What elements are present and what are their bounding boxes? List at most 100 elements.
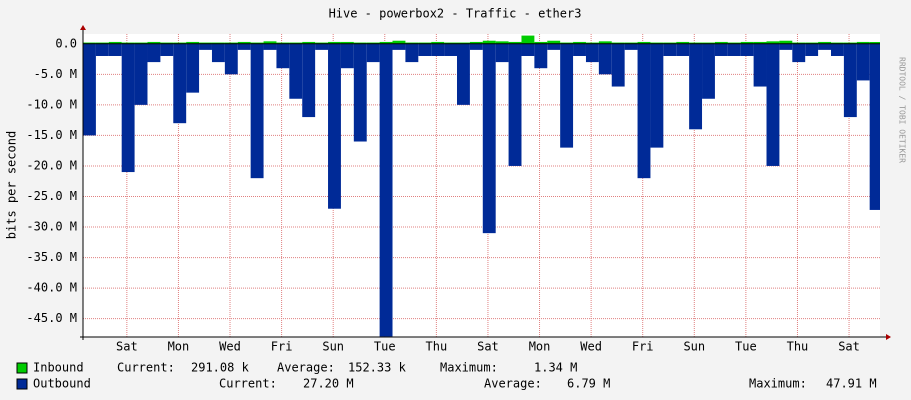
area-step [573,43,586,56]
area-step [315,42,329,44]
axis-arrow [886,334,891,340]
area-step [121,42,135,44]
area-step [624,42,638,44]
area-step [456,43,470,105]
area-step [392,43,406,50]
area-step [160,43,174,56]
area-step [147,41,161,44]
area-step [276,42,290,44]
y-tick-label: -15.0 M [26,128,77,142]
area-step [302,43,316,118]
area-step [753,41,767,44]
area-step [134,42,148,44]
area-step [547,43,561,50]
watermark: RRDTOOL / TOBI OETIKER [898,57,907,163]
area-step [843,42,857,44]
area-step [727,42,741,44]
area-step [353,43,367,142]
legend-stat-label: Maximum: [440,361,498,375]
legend-label: Inbound [33,361,84,375]
area-step [482,40,496,44]
x-tick-label: Fri [632,340,654,354]
area-step [585,42,599,44]
x-tick-label: Wed [219,340,241,354]
area-step [792,43,806,63]
area-step [199,42,212,44]
area-step [147,43,161,63]
area-step [315,43,329,50]
area-step [392,40,406,44]
legend-stat-value: 27.20 M [303,377,354,391]
area-step [289,43,303,99]
legend-swatch [16,378,28,390]
x-tick-label: Tue [735,340,757,354]
area-step [534,41,548,44]
area-step [805,43,819,56]
area-step [663,42,677,44]
area-step [444,42,457,44]
area-step [624,43,638,50]
area-step [598,43,612,75]
y-tick-label: -10.0 M [26,97,77,111]
area-step [766,43,780,166]
area-step [676,41,690,44]
legend-swatch [16,362,28,374]
area-step [263,43,277,50]
area-step [328,43,341,209]
area-step [134,43,148,105]
y-tick-label: -20.0 M [26,158,77,172]
area-step [869,42,880,44]
area-step [224,42,238,44]
area-step [340,41,354,44]
area-step [818,41,831,44]
area-step [560,43,574,148]
area-step [830,42,844,44]
area-step [224,43,238,75]
area-step [482,43,496,234]
area-step [83,43,96,136]
legend-stat-value: 1.34 M [534,361,577,375]
area-step [663,43,677,56]
area-step [714,41,728,44]
area-step [585,43,599,63]
area-step [199,43,212,50]
area-step [289,42,303,44]
area-step [702,42,715,44]
area-step [508,41,522,44]
x-tick-label: Sun [322,340,344,354]
area-step [237,43,251,50]
area-step [379,41,393,44]
area-step [469,41,483,44]
legend-stat-label: Average: [484,377,542,391]
x-tick-label: Mon [529,340,551,354]
y-tick-label: -30.0 M [26,220,77,234]
x-tick-label: Tue [374,340,396,354]
area-step [186,41,200,44]
area-step [830,43,844,56]
area-step [637,43,651,179]
area-step [95,43,109,56]
y-tick-label: -5.0 M [34,67,77,81]
legend-stat-label: Current: [219,377,277,391]
area-step [418,42,432,44]
area-step [740,41,754,44]
area-step [560,42,574,44]
area-step [366,42,380,44]
y-tick-label: -35.0 M [26,250,77,264]
area-step [727,43,741,56]
area-step [598,41,612,44]
area-step [302,41,316,44]
x-tick-label: Fri [271,340,293,354]
area-step [108,43,122,56]
legend-stat-label: Average: [277,361,335,375]
area-step [353,42,367,44]
area-step [237,41,251,44]
area-step [779,40,793,44]
y-tick-label: -45.0 M [26,311,77,325]
area-step [405,43,419,63]
area-step [650,43,664,148]
y-axis-label: bits per second [5,131,19,239]
area-step [469,43,483,50]
area-step [250,43,264,179]
